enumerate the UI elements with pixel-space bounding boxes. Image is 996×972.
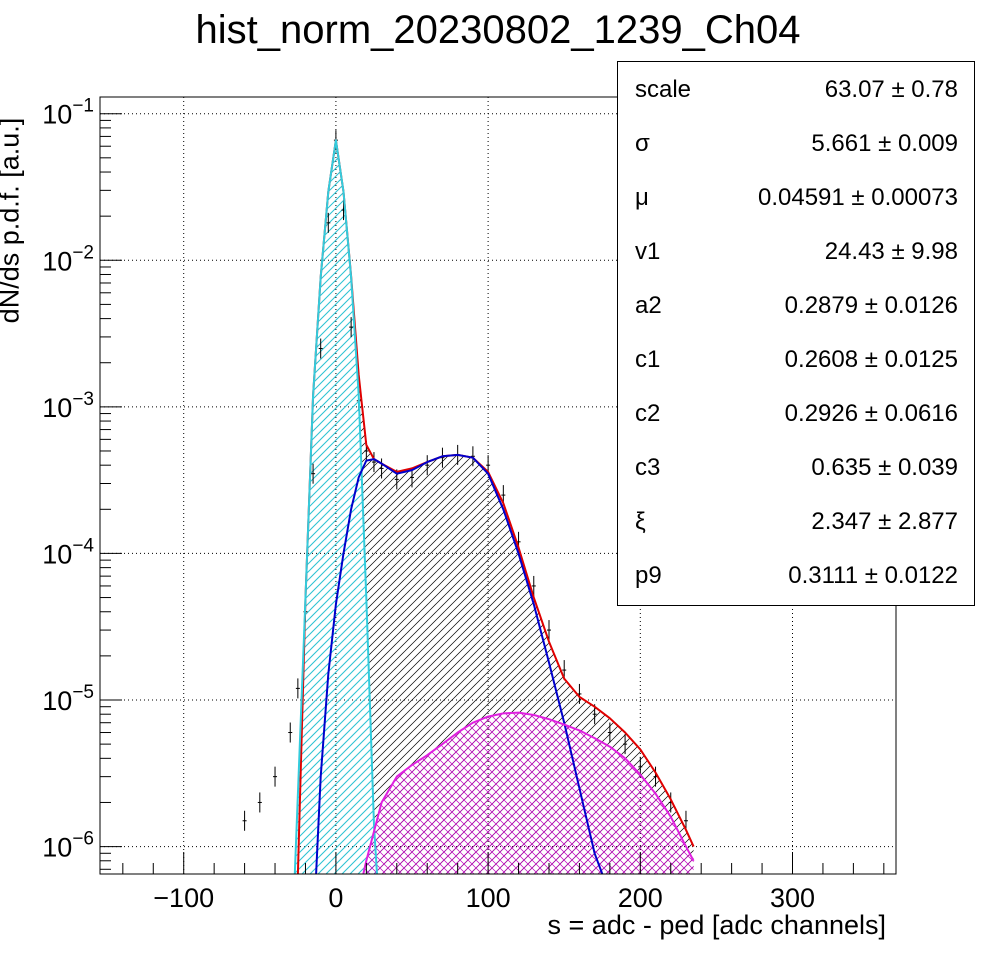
fit-parameter-value: 0.04591 ± 0.00073 <box>757 184 958 211</box>
fit-parameter-name: v1 <box>635 238 661 265</box>
fit-parameter-row: p9 0.3111 ± 0.0122 <box>618 548 976 602</box>
fit-parameter-value: 0.635 ± 0.039 <box>811 454 958 481</box>
axes: −100 0 100 200 300 10−6 10−5 10−4 10−3 10−2 10−1 <box>42 96 885 913</box>
fit-parameter-value: 2.347 ± 2.877 <box>811 508 958 535</box>
fit-parameter-row: c1 0.2608 ± 0.0125 <box>618 332 976 386</box>
x-tick-label: 100 <box>466 883 511 913</box>
fit-parameter-value: 0.2926 ± 0.0616 <box>784 400 958 427</box>
single-pe-fit-curve <box>315 453 604 874</box>
fit-parameter-row: ξ 2.347 ± 2.877 <box>618 494 976 548</box>
double-pe-fit-curve <box>362 711 695 874</box>
pedestal-fit-fill <box>294 140 377 874</box>
fit-parameter-value: 0.2608 ± 0.0125 <box>784 346 958 373</box>
fit-parameter-name: c1 <box>635 346 661 373</box>
fit-parameter-name: ξ <box>635 508 646 535</box>
fit-parameter-name: μ <box>635 184 649 211</box>
fit-parameter-name: σ <box>635 130 650 157</box>
fit-parameter-value: 5.661 ± 0.009 <box>811 130 958 157</box>
fit-curves <box>293 139 695 874</box>
fit-parameter-row: μ 0.04591 ± 0.00073 <box>618 170 976 224</box>
fit-parameter-row: σ 5.661 ± 0.009 <box>618 116 976 170</box>
double-pe-fit-fill <box>363 712 694 874</box>
y-axis-label: dN/ds p.d.f. [a.u.] <box>0 117 25 324</box>
chart-title: hist_norm_20230802_1239_Ch04 <box>195 8 801 52</box>
y-tick-label: 10−4 <box>42 535 94 569</box>
fit-parameter-value: 0.2879 ± 0.0126 <box>784 292 958 319</box>
x-axis-label: s = adc - ped [adc channels] <box>547 910 886 940</box>
y-tick-label: 10−2 <box>42 242 94 276</box>
fit-parameter-row: scale 63.07 ± 0.78 <box>618 62 976 116</box>
y-tick-label: 10−6 <box>42 829 94 863</box>
x-tick-label: −100 <box>153 883 214 913</box>
x-tick-label: 300 <box>770 883 815 913</box>
fit-parameter-name: scale <box>635 76 692 103</box>
total-fit-fill <box>297 140 694 874</box>
fit-parameter-row: c2 0.2926 ± 0.0616 <box>618 386 976 440</box>
y-tick-label: 10−1 <box>42 96 94 130</box>
fit-parameter-name: a2 <box>635 292 662 319</box>
pedestal-fit-curve <box>293 139 378 874</box>
y-tick-label: 10−3 <box>42 389 94 423</box>
fit-parameter-name: p9 <box>635 562 662 589</box>
x-tick-label: 200 <box>618 883 663 913</box>
fit-parameter-value: 63.07 ± 0.78 <box>824 76 958 103</box>
fit-parameter-row: v1 24.43 ± 9.98 <box>618 224 976 278</box>
fit-parameter-value: 24.43 ± 9.98 <box>824 238 958 265</box>
fit-fills <box>294 140 694 874</box>
x-tick-label: 0 <box>328 883 343 913</box>
fit-parameter-value: 0.3111 ± 0.0122 <box>788 562 958 589</box>
fit-parameter-name: c3 <box>635 454 661 481</box>
fit-parameters-box: scale 63.07 ± 0.78 σ 5.661 ± 0.009 μ 0.04591 … <box>617 61 975 606</box>
fit-parameter-row: a2 0.2879 ± 0.0126 <box>618 278 976 332</box>
y-tick-label: 10−5 <box>42 682 94 716</box>
fit-parameter-row: c3 0.635 ± 0.039 <box>618 440 976 494</box>
fit-parameter-name: c2 <box>635 400 661 427</box>
